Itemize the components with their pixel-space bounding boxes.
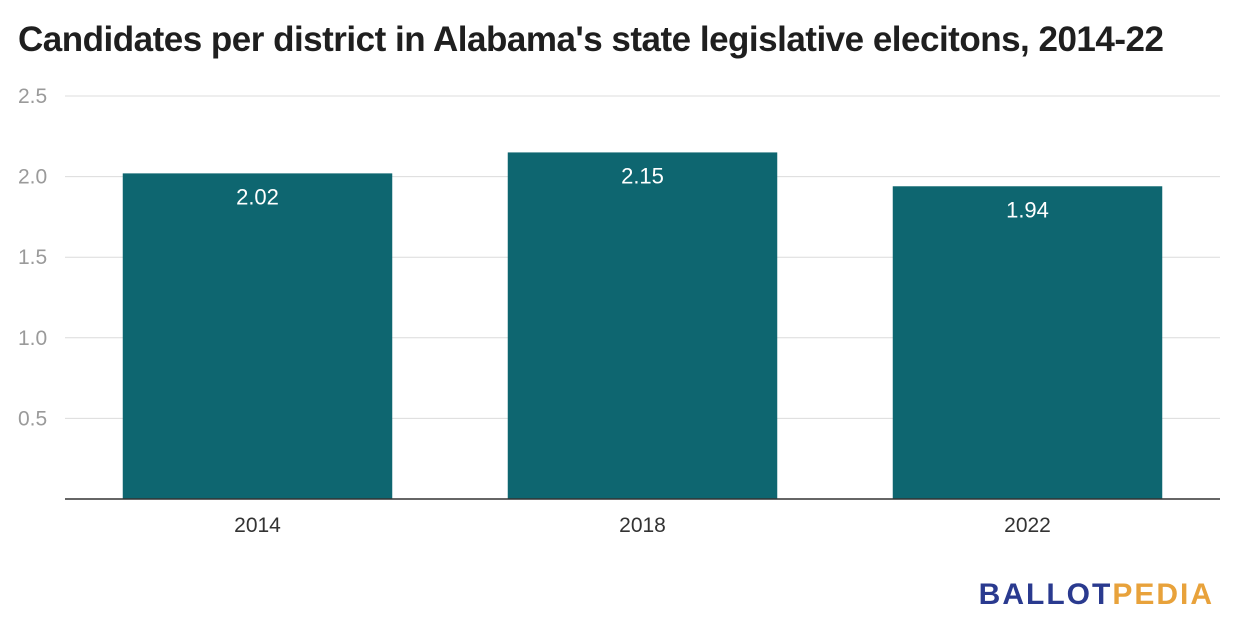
bar bbox=[892, 186, 1163, 499]
chart-title: Candidates per district in Alabama's sta… bbox=[18, 20, 1164, 59]
bar-value-label: 2.15 bbox=[621, 163, 664, 188]
value-labels: 2.02 2.15 1.94 bbox=[236, 163, 1049, 222]
y-tick-label: 1.5 bbox=[18, 246, 47, 269]
y-tick-label: 2.0 bbox=[18, 166, 47, 189]
y-tick-label: 1.0 bbox=[18, 327, 47, 350]
bar bbox=[122, 173, 393, 499]
bars bbox=[122, 152, 1163, 500]
logo-part-ballot: BALLOT bbox=[978, 578, 1113, 611]
y-axis-ticks: 0.5 1.0 1.5 2.0 2.5 bbox=[18, 85, 47, 430]
x-tick-label: 2022 bbox=[1004, 514, 1051, 537]
logo-part-pedia: PEDIA bbox=[1112, 578, 1214, 611]
bar bbox=[507, 152, 778, 500]
bar-value-label: 2.02 bbox=[236, 184, 279, 209]
bar-value-label: 1.94 bbox=[1006, 197, 1049, 222]
y-tick-label: 2.5 bbox=[18, 85, 47, 108]
x-axis-ticks: 2014 2018 2022 bbox=[234, 514, 1051, 537]
x-tick-label: 2018 bbox=[619, 514, 666, 537]
y-tick-label: 0.5 bbox=[18, 407, 47, 430]
x-tick-label: 2014 bbox=[234, 514, 281, 537]
ballotpedia-logo: BALLOTPEDIA bbox=[979, 578, 1214, 612]
